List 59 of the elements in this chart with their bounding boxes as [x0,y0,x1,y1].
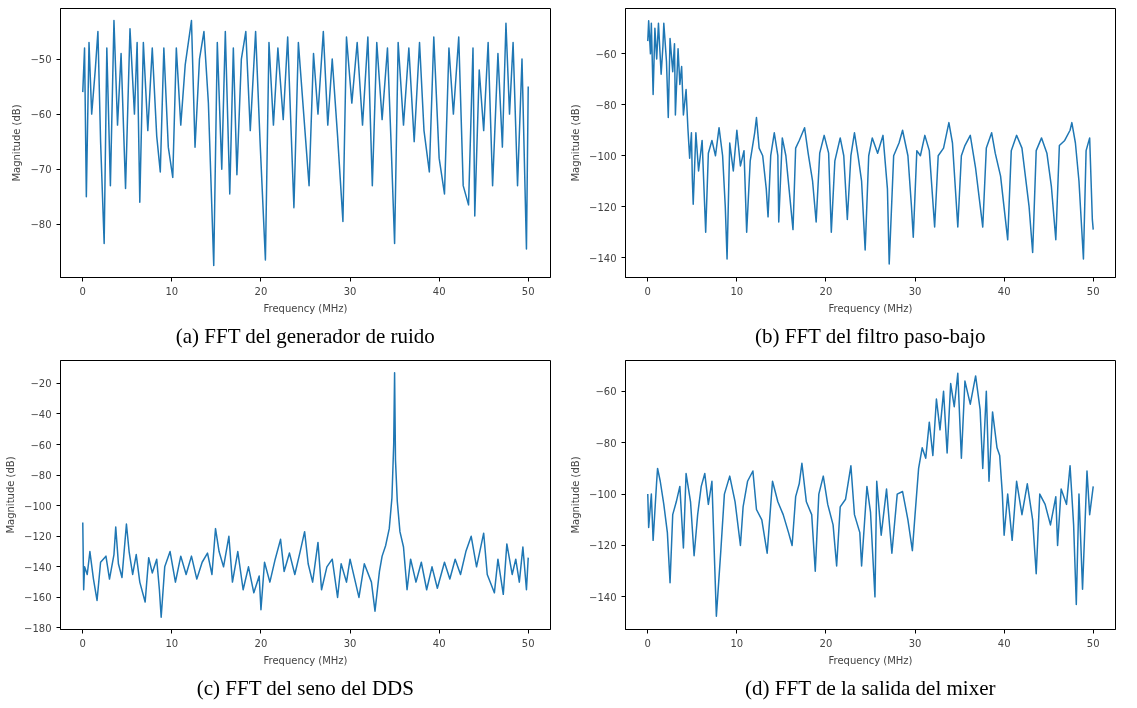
y-tick-label: −140 [24,561,52,573]
y-axis-title: Magnitude (dB) [5,456,17,534]
y-tick-label: −120 [589,201,617,213]
x-tick-label: 40 [432,637,446,649]
y-tick-label: −180 [24,622,52,634]
y-tick-label: −140 [589,591,617,603]
y-tick-label: −60 [595,48,617,60]
y-tick-label: −40 [30,408,52,420]
x-tick-label: 50 [1086,285,1100,297]
x-tick-label: 40 [997,637,1011,649]
x-tick-label: 30 [908,285,922,297]
x-tick-label: 40 [997,285,1011,297]
x-tick-label: 20 [254,637,268,649]
y-tick-label: −160 [24,592,52,604]
x-tick-label: 20 [819,285,833,297]
x-tick-label: 20 [254,285,268,297]
text: (c) FFT del seno del DDS [196,675,414,700]
y-axis-title: Magnitude (dB) [570,104,582,182]
x-axis-title: Frequency (MHz) [263,302,348,314]
text: (a) FFT del generador de ruido [175,323,435,348]
y-axis-title: Magnitude (dB) [11,104,23,182]
x-tick-label: 50 [521,285,535,297]
y-tick-label: −80 [595,99,617,111]
y-tick-label: −120 [24,531,52,543]
x-tick-label: 50 [521,637,535,649]
x-axis-title: Frequency (MHz) [263,654,348,666]
y-tick-label: −60 [595,386,617,398]
x-tick-label: 10 [165,285,179,297]
text: (b) FFT del filtro paso-bajo [755,323,986,348]
x-tick-label: 10 [165,637,179,649]
y-axis-title: Magnitude (dB) [570,456,582,534]
x-tick-label: 0 [79,285,86,297]
y-tick-label: −100 [589,150,617,162]
y-tick-label: −60 [30,109,52,121]
y-tick-label: −80 [595,437,617,449]
x-tick-label: 10 [730,285,744,297]
x-tick-label: 0 [644,637,651,649]
x-tick-label: 0 [79,637,86,649]
x-axis-title: Frequency (MHz) [828,302,913,314]
y-tick-label: −100 [589,489,617,501]
x-tick-label: 20 [819,637,833,649]
y-tick-label: −50 [30,54,52,66]
x-tick-label: 30 [343,285,357,297]
text: (d) FFT de la salida del mixer [745,675,996,700]
y-tick-label: −60 [30,439,52,451]
x-tick-label: 30 [908,637,922,649]
x-tick-label: 0 [644,285,651,297]
y-tick-label: −80 [30,219,52,231]
x-tick-label: 40 [432,285,446,297]
x-tick-label: 30 [343,637,357,649]
y-tick-label: −100 [24,500,52,512]
x-tick-label: 10 [730,637,744,649]
y-tick-label: −80 [30,470,52,482]
y-tick-label: −70 [30,164,52,176]
x-tick-label: 50 [1086,637,1100,649]
y-tick-label: −20 [30,378,52,390]
y-tick-label: −140 [589,252,617,264]
x-axis-title: Frequency (MHz) [828,654,913,666]
y-tick-label: −120 [589,540,617,552]
